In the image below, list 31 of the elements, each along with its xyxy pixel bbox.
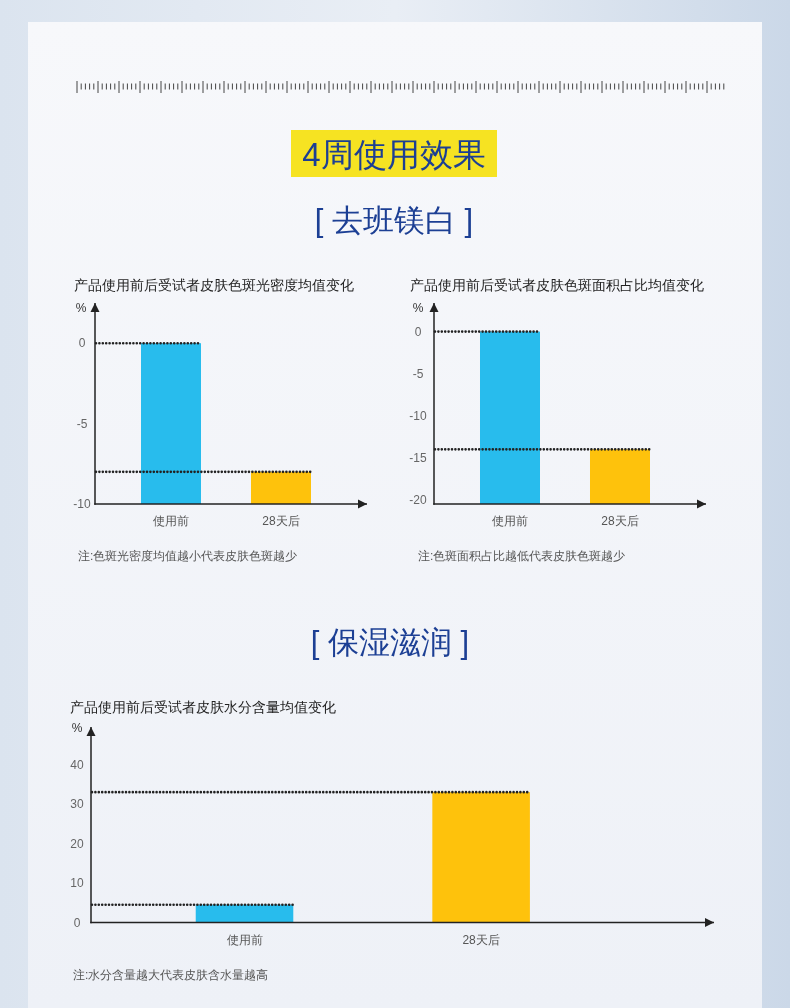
ylabel: % bbox=[71, 721, 83, 735]
tick: 40 bbox=[70, 757, 84, 772]
ylabel: % bbox=[412, 301, 424, 315]
title: 产品使用前后受试者皮肤色斑面积占比均值变化 bbox=[410, 277, 704, 293]
title: 产品使用前后受试者皮肤色斑光密度均值变化 bbox=[74, 277, 354, 293]
annotation: 注:色斑光密度均值越小代表皮肤色斑越少 bbox=[78, 549, 298, 563]
tick: -15 bbox=[409, 450, 427, 465]
tick: 10 bbox=[70, 876, 84, 890]
annotation: 注:色斑面积占比越低代表皮肤色斑越少 bbox=[418, 549, 626, 563]
category: 28天后 bbox=[462, 933, 500, 947]
category: 使用前 bbox=[153, 514, 189, 528]
ylabel: % bbox=[75, 301, 87, 315]
title: 产品使用前后受试者皮肤水分含量均值变化 bbox=[70, 700, 336, 715]
category: 28天后 bbox=[601, 514, 639, 528]
annotation: 注:水分含量越大代表皮肤含水量越高 bbox=[73, 968, 269, 982]
tick: 0 bbox=[73, 915, 81, 930]
category: 28天后 bbox=[262, 514, 300, 528]
tick: 30 bbox=[70, 797, 84, 811]
tick: 0 bbox=[414, 324, 422, 339]
category: 使用前 bbox=[492, 514, 528, 528]
subtitle: [ 去班镁白 ] bbox=[314, 202, 474, 238]
title: 4周使用效果 bbox=[302, 135, 486, 173]
tick: -5 bbox=[76, 416, 88, 431]
tick: 0 bbox=[78, 336, 86, 351]
tick: -10 bbox=[409, 408, 427, 423]
tick: -20 bbox=[409, 492, 427, 507]
tick: -5 bbox=[412, 366, 424, 381]
title: [ 保湿滋润 ] bbox=[310, 624, 470, 660]
category: 使用前 bbox=[226, 933, 263, 947]
tick: 20 bbox=[70, 836, 84, 851]
tick: -10 bbox=[73, 497, 91, 511]
